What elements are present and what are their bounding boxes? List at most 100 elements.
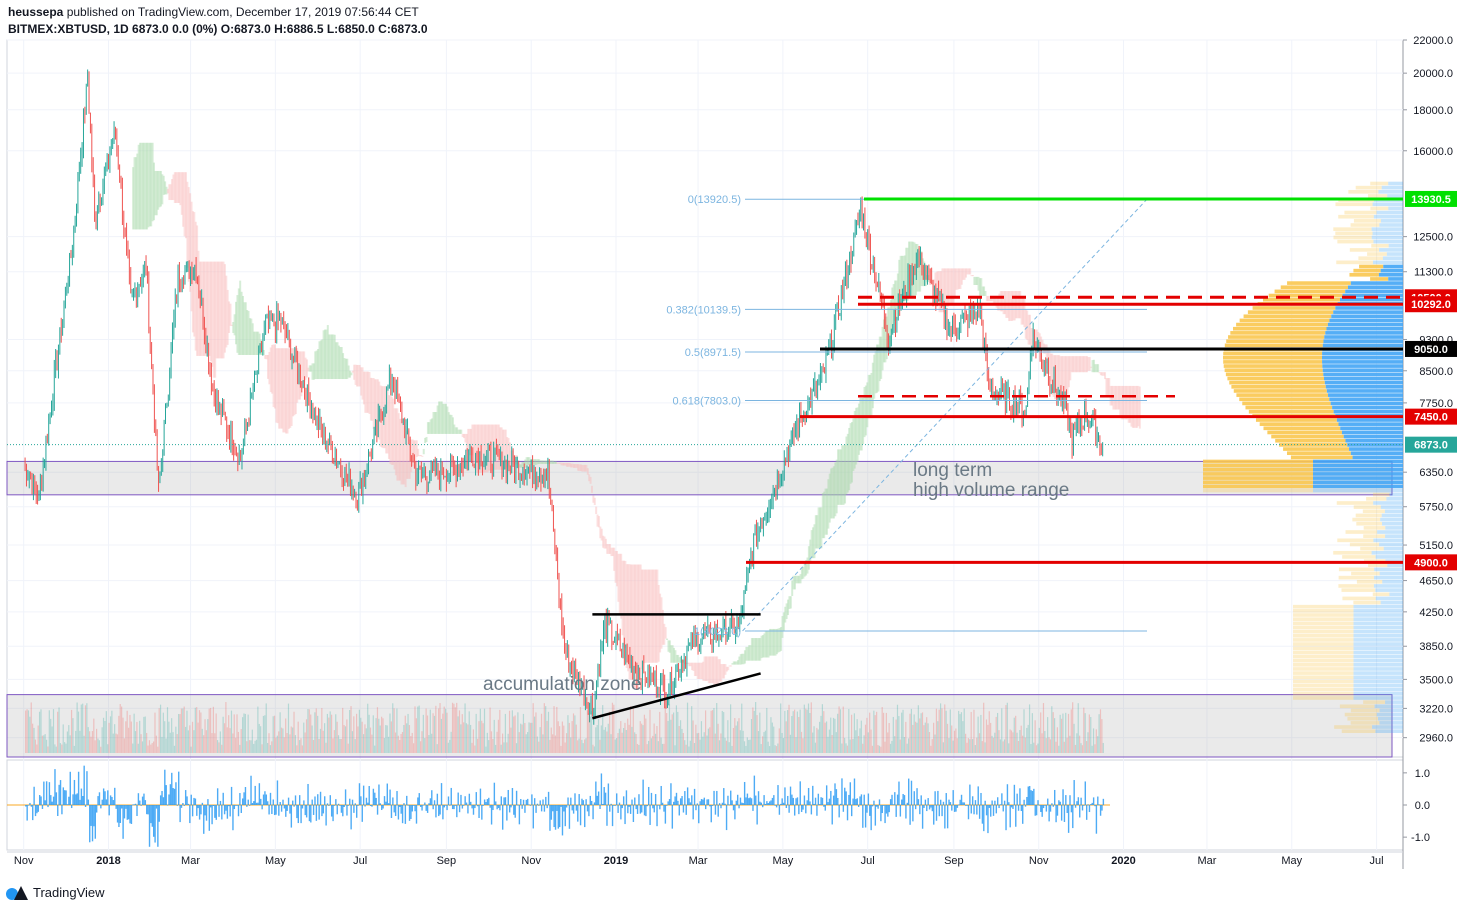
osc-bar	[545, 796, 547, 805]
cloud-segment	[449, 414, 452, 434]
volume-bar	[660, 737, 662, 753]
volume-bar	[134, 731, 137, 753]
volume-bar	[507, 733, 509, 753]
volume-bar	[935, 708, 938, 753]
volume-bar	[235, 737, 237, 753]
cloud-segment	[888, 307, 891, 349]
osc-bar	[404, 805, 407, 824]
volume-profile-bar	[1353, 687, 1403, 692]
osc-bar	[319, 791, 322, 805]
volume-bar	[603, 729, 605, 753]
osc-bar	[838, 805, 840, 818]
volume-bar	[906, 743, 908, 753]
osc-bar	[228, 805, 230, 807]
volume-profile-bar	[1376, 712, 1403, 717]
osc-bar	[611, 805, 614, 827]
volume-bar	[510, 727, 512, 753]
cloud-segment	[330, 334, 333, 380]
osc-bar	[139, 800, 141, 805]
cloud-segment	[570, 463, 573, 468]
cloud-segment	[882, 319, 885, 363]
osc-bar	[696, 803, 699, 805]
author-name[interactable]: heussepa	[8, 5, 64, 19]
volume-profile-bar	[1243, 314, 1332, 319]
volume-profile-bar	[1293, 617, 1354, 621]
osc-bar	[597, 791, 600, 805]
cloud-segment	[849, 423, 852, 484]
volume-bar	[538, 741, 540, 753]
volume-bar	[347, 743, 349, 753]
volume-bar	[45, 739, 48, 753]
osc-bar	[159, 795, 162, 805]
cloud-segment	[501, 429, 504, 470]
osc-bar	[458, 805, 461, 813]
volume-bar	[129, 714, 131, 753]
cloud-segment	[273, 344, 276, 409]
osc-bar	[759, 801, 761, 805]
osc-bar	[1083, 805, 1085, 806]
cloud-segment	[272, 344, 275, 408]
cloud-segment	[775, 628, 778, 655]
volume-bar	[159, 704, 162, 753]
volume-bar	[247, 714, 249, 753]
volume-profile-bar	[1350, 451, 1403, 456]
volume-profile-bar	[1337, 239, 1374, 244]
cloud-segment	[793, 575, 796, 590]
osc-bar	[312, 805, 315, 815]
cloud-segment	[766, 630, 769, 658]
volume-bar	[34, 739, 37, 753]
osc-bar	[821, 797, 824, 805]
osc-bar	[1048, 805, 1050, 822]
osc-bar	[820, 797, 822, 805]
volume-profile-bar	[1372, 592, 1390, 597]
osc-bar	[330, 805, 333, 817]
volume-bar	[532, 703, 534, 753]
osc-bar	[685, 805, 687, 815]
cloud-segment	[304, 357, 307, 380]
osc-bar	[1008, 802, 1010, 805]
osc-bar	[780, 803, 782, 805]
cloud-segment	[935, 271, 938, 303]
osc-bar	[532, 805, 534, 829]
cloud-segment	[257, 331, 260, 355]
volume-profile-bar	[1342, 555, 1376, 559]
osc-bar	[673, 801, 675, 805]
cloud-segment	[616, 550, 619, 587]
volume-bar	[926, 717, 928, 753]
osc-bar	[95, 805, 98, 813]
volume-bar	[1076, 733, 1078, 753]
last-price-label: 6873.0	[1405, 436, 1457, 453]
osc-bar	[122, 805, 124, 839]
osc-bar	[941, 805, 943, 817]
osc-bar	[332, 805, 334, 822]
volume-bar	[714, 733, 716, 753]
volume-profile-bar	[1380, 268, 1403, 273]
osc-bar	[593, 802, 596, 805]
osc-bar	[660, 785, 662, 805]
volume-bar	[614, 739, 616, 753]
volume-bar	[268, 733, 270, 753]
footer-brand[interactable]: TradingView	[6, 885, 105, 900]
volume-profile	[1203, 181, 1403, 734]
cloud-segment	[1116, 385, 1119, 410]
volume-bar	[693, 743, 696, 753]
osc-bar	[344, 789, 347, 805]
fibonacci-retracement[interactable]: 0(13920.5)0.382(10139.5)0.5(8971.5)0.618…	[666, 194, 1148, 638]
volume-bar	[276, 735, 278, 753]
triangle-bottom-line[interactable]	[592, 672, 761, 720]
volume-bar	[874, 715, 876, 753]
volume-bar	[574, 715, 576, 753]
volume-bar	[301, 745, 303, 753]
osc-bar	[114, 787, 116, 805]
volume-bar	[381, 716, 383, 753]
volume-bar	[463, 722, 465, 753]
osc-bar	[101, 799, 103, 805]
cloud-segment	[241, 296, 244, 355]
cloud-segment	[1084, 356, 1087, 373]
cloud-segment	[342, 353, 345, 380]
cloud-segment	[216, 261, 219, 359]
x-tick-label: Jul	[1370, 855, 1384, 867]
osc-bar	[390, 805, 393, 818]
volume-bar	[1033, 742, 1035, 753]
